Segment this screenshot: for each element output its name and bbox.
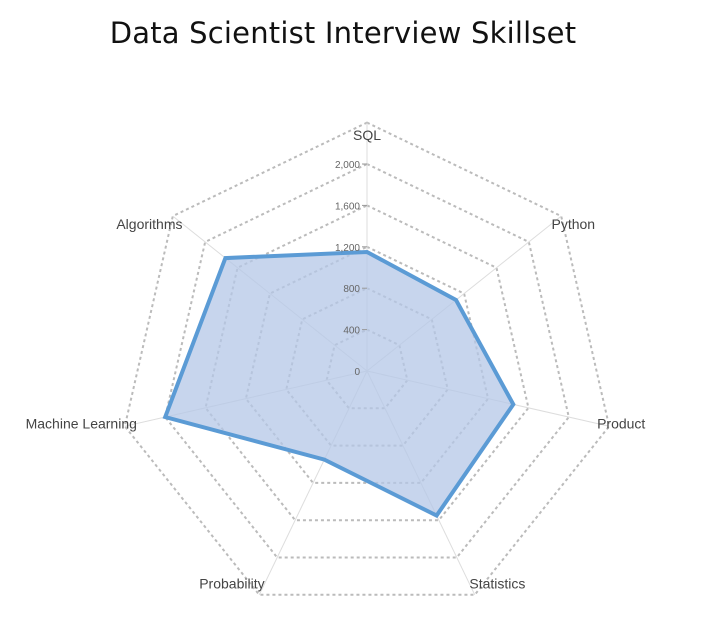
tick-label: 2,000 xyxy=(335,160,360,171)
tick-layer: 0 400 800 1,200 1,600 2,000 xyxy=(335,160,367,378)
series-area-0 xyxy=(162,249,516,519)
axis-label-machine-learning: Machine Learning xyxy=(26,416,137,432)
axis-label-python: Python xyxy=(552,216,596,232)
tick-label: 400 xyxy=(343,326,360,337)
axis-label-probability: Probability xyxy=(199,576,264,592)
label-layer: SQL Python Product Statistics Probability Mac… xyxy=(26,127,646,592)
axis-label-product: Product xyxy=(597,416,645,432)
axis-label-statistics: Statistics xyxy=(469,576,525,592)
tick-label: 1,200 xyxy=(335,243,360,254)
series-layer xyxy=(162,249,516,519)
tick-label: 0 xyxy=(354,367,360,378)
chart-title: Data Scientist Interview Skillset xyxy=(109,16,577,50)
tick-label: 800 xyxy=(343,284,360,295)
tick-label: 1,600 xyxy=(335,201,360,212)
axis-label-algorithms: Algorithms xyxy=(116,216,182,232)
axis-label-sql: SQL xyxy=(353,127,381,143)
